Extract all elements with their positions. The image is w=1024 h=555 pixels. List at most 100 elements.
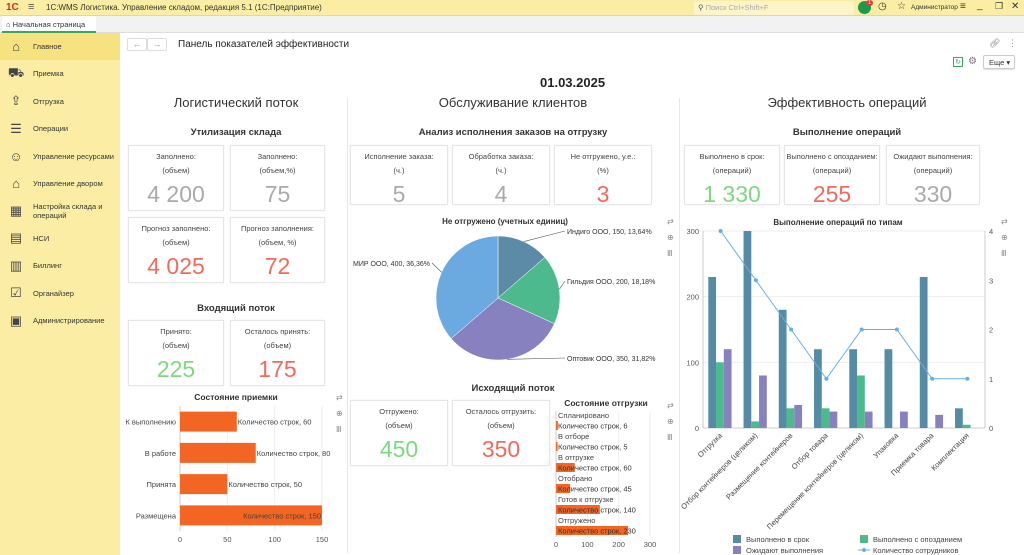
kpi-value: 450	[379, 436, 419, 462]
line-point	[859, 327, 864, 332]
bar	[778, 309, 787, 428]
kpi-value: 72	[264, 253, 291, 279]
kpi-card: Заполнено: (объем,%) 75	[230, 145, 325, 211]
close-icon[interactable]: ✕	[1011, 1, 1020, 12]
y-tick-label: 200	[686, 293, 699, 302]
back-button[interactable]: ←	[127, 38, 147, 51]
dashboard-date: 01.03.2025	[540, 75, 606, 90]
title-bar: 1С ≡ 1С:WMS Логистика. Управление складо…	[0, 0, 1024, 16]
sidebar-item-shipping[interactable]: ⇪ Отгрузка	[0, 88, 120, 115]
sidebar-item-operations[interactable]: ☰ Операции	[0, 115, 120, 142]
settings-icon[interactable]: ⚙	[968, 56, 977, 67]
chart-zoom-icon[interactable]: ⊕	[667, 233, 674, 242]
bar	[556, 442, 558, 451]
category-label: Комплектация	[929, 431, 971, 473]
chart-settings-icon[interactable]: ⇄	[336, 393, 343, 402]
kpi-unit: (объем)	[263, 341, 292, 350]
warehouse-utilization-title: Утилизация склада	[190, 127, 282, 138]
bar	[935, 414, 944, 428]
history-icon[interactable]: ◷	[878, 1, 887, 12]
bar	[180, 474, 228, 495]
category-label: Отгружено	[558, 516, 595, 525]
kpi-unit: (объем)	[487, 421, 515, 430]
bar	[556, 484, 571, 493]
tab-home[interactable]: ⌂ Начальная страница	[2, 16, 96, 33]
chart-zoom-icon[interactable]: ⊕	[667, 417, 674, 426]
forward-button[interactable]: →	[147, 38, 167, 51]
1c-logo[interactable]: 1С	[6, 2, 19, 13]
tick-label: 150	[316, 535, 329, 544]
chart-settings-icon[interactable]: ⇄	[667, 401, 674, 410]
category-label: Готов к отгрузке	[558, 495, 614, 504]
restore-icon[interactable]: ❐	[995, 1, 1004, 11]
chart-zoom-icon[interactable]: ⊕	[1001, 233, 1008, 242]
bar	[821, 408, 830, 428]
bar	[829, 411, 838, 428]
refresh-icon[interactable]: ↻	[953, 57, 963, 67]
kpi-label: Прогноз заполнения:	[240, 224, 315, 233]
y-tick-label: 300	[686, 227, 699, 236]
link-icon[interactable]: 🔗︎	[989, 38, 1001, 48]
kpi-label: Осталось отгрузить:	[465, 407, 537, 416]
menu-icon[interactable]: ≡	[28, 1, 35, 13]
sidebar-item-label: Управление двором	[33, 179, 103, 188]
more-button[interactable]: Еще ▾	[983, 55, 1015, 69]
slice-label: МИР ООО, 400, 36,36%	[353, 261, 430, 268]
kpi-unit: (объем)	[162, 166, 190, 175]
settings-menu-icon[interactable]: ≡	[960, 1, 966, 12]
search-input[interactable]: ⚲ Поиск Ctrl+Shift+F	[694, 1, 854, 15]
chart-zoom-icon[interactable]: ⊕	[336, 409, 343, 418]
sidebar-item-warehouse-settings[interactable]: ▦ Настройка склада и операций	[0, 197, 120, 224]
tick-label: 300	[644, 540, 657, 549]
sidebar-item-organizer[interactable]: ☑ Органайзер	[0, 280, 120, 307]
kpi-value: 330	[913, 181, 953, 207]
data-label: Количество строк, 150	[243, 511, 321, 520]
sidebar-item-home[interactable]: ⌂ Главное	[0, 33, 120, 60]
chart-type-icon[interactable]: Ⅲ	[336, 425, 342, 434]
bar	[751, 421, 760, 428]
slice-label: Оптовик ООО, 350, 31,82%	[567, 356, 655, 363]
favorites-icon[interactable]: ☆	[897, 1, 906, 12]
sidebar-item-billing[interactable]: ▥ Биллинг	[0, 252, 120, 279]
legend-swatch	[733, 535, 741, 543]
tab-bar: ⌂ Начальная страница	[0, 16, 1024, 33]
data-label: Количество строк, 50	[228, 480, 302, 489]
operations-efficiency-title: Эффективность операций	[767, 95, 927, 110]
chart-type-icon[interactable]: Ⅲ	[1001, 249, 1007, 258]
sidebar-item-admin[interactable]: ▣ Администрирование	[0, 307, 120, 334]
category-label: Отобрано	[558, 474, 592, 483]
pie-slice	[450, 297, 555, 361]
pie-slice	[497, 257, 561, 325]
slice-label: Гильдия ООО, 200, 18,18%	[567, 279, 655, 286]
sidebar-item-yard[interactable]: ⌂ Управление двором	[0, 170, 120, 197]
bar	[814, 349, 822, 428]
kpi-card: Исполнение заказа: (ч.) 5	[350, 145, 448, 207]
data-label: Количество строк, 45	[558, 485, 632, 494]
tick-label: 200	[612, 540, 625, 549]
leader-line	[506, 357, 566, 360]
kpi-unit: (операций)	[913, 166, 953, 175]
bar	[900, 411, 908, 428]
sidebar-item-resources[interactable]: ☺ Управление ресурсами	[0, 143, 120, 170]
leader-line	[559, 280, 566, 290]
category-label: В отгрузке	[558, 453, 594, 462]
sidebar-item-receiving[interactable]: ⛟ Приемка	[0, 60, 120, 87]
kpi-value: 255	[812, 181, 852, 207]
minimize-icon[interactable]: _	[977, 0, 983, 11]
category-label: Принята	[147, 480, 177, 489]
chart-settings-icon[interactable]: ⇄	[667, 217, 674, 226]
billing-icon: ▥	[9, 257, 23, 273]
bar	[723, 349, 732, 428]
chart-type-icon[interactable]: Ⅲ	[667, 249, 673, 258]
user-name[interactable]: Администратор	[911, 4, 958, 11]
bar	[955, 408, 963, 428]
slice-label: Индиго ООО, 150, 13,64%	[567, 229, 652, 236]
line-point	[930, 376, 935, 381]
data-label: Количество строк, 60	[558, 464, 632, 473]
more-actions-icon[interactable]: ⋮	[1008, 38, 1017, 48]
chart-settings-icon[interactable]: ⇄	[1001, 217, 1008, 226]
sidebar-item-reference[interactable]: ▤ НСИ	[0, 225, 120, 252]
line-series	[720, 230, 968, 380]
kpi-unit: (ч.)	[393, 166, 405, 175]
chart-type-icon[interactable]: Ⅲ	[667, 433, 673, 442]
